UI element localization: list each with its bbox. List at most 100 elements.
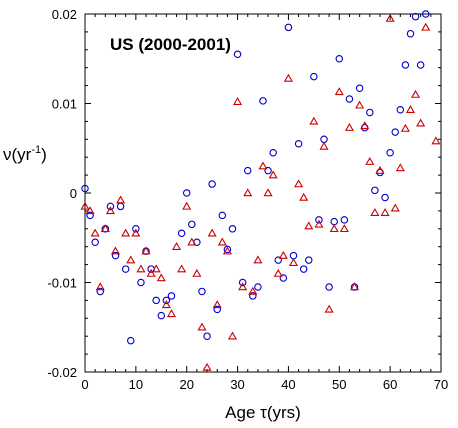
data-point-triangle [227,331,238,340]
data-point-triangle [268,170,278,179]
data-point-triangle [283,73,293,82]
data-point-circle [401,61,410,69]
data-point-circle [411,12,420,21]
data-point-triangle [192,268,202,277]
data-point-circle [299,265,308,273]
data-point-triangle [380,207,390,216]
data-point-triangle [294,179,304,188]
data-point-triangle [202,362,212,371]
data-point-circle [264,166,272,175]
data-point-triangle [187,237,197,246]
data-point-circle [223,245,232,254]
data-point-triangle [243,188,253,197]
data-point-circle [243,166,252,175]
data-point-circle [167,292,176,300]
data-point-triangle [273,268,283,277]
data-point-triangle [319,141,329,150]
data-point-circle [355,84,364,93]
y-axis-label-exponent: -1 [31,144,41,156]
data-point-triangle [329,224,339,233]
data-point-circle [259,97,267,105]
data-point-triangle [288,258,299,267]
data-point-circle [421,10,430,18]
data-point-circle [279,274,288,282]
data-point-circle [416,61,425,69]
data-point-triangle [126,255,136,264]
plot-frame [84,13,442,373]
data-point-triangle [136,264,146,273]
data-point-triangle [278,250,288,259]
data-point-triangle [253,255,263,264]
data-point-circle [274,256,283,264]
data-point-circle [310,72,318,81]
data-point-triangle [370,207,380,216]
data-point-circle [228,225,237,233]
y-tick-label: 0 [70,186,77,201]
data-point-triangle [146,268,156,277]
x-axis-label: Age τ(yrs) [225,403,301,422]
data-point-circle [96,287,105,296]
data-point-triangle [416,118,426,127]
data-point-triangle [395,163,405,172]
data-point-triangle [258,161,268,170]
data-point-circle [132,225,140,233]
data-point-triangle [121,228,131,237]
data-point-triangle [299,192,309,201]
y-axis-label-close: ) [41,145,47,164]
y-tick-label: -0.01 [47,276,77,291]
data-point-circle [213,305,221,314]
data-point-circle [396,106,405,114]
data-point-circle [127,336,135,345]
data-point-triangle [166,309,177,318]
data-point-triangle [116,195,126,204]
data-point-triangle [233,97,243,105]
y-axis-label-main: ν(yr [3,145,32,164]
data-point-triangle [314,219,324,228]
data-point-circle [330,217,338,226]
data-point-triangle [248,286,258,295]
x-tick-label: 0 [81,377,88,392]
x-tick-label: 30 [230,377,244,392]
data-point-triangle [400,123,410,132]
y-axis-label: ν(yr-1) [3,144,47,164]
data-point-triangle [238,282,248,291]
data-point-circle [162,296,171,305]
data-point-triangle [105,206,115,215]
data-point-triangle [360,121,370,130]
data-point-triangle [385,13,395,22]
data-point-circle [386,148,394,157]
data-point-triangle [207,228,217,237]
y-tick-label: 0.02 [52,7,77,22]
data-markers [80,10,441,371]
tick-labels: 0 10 20 30 40 50 60 70 0.02 0.01 0 -0.01 -0.02 [47,7,448,392]
data-point-circle [233,50,242,59]
data-point-circle [289,251,298,260]
data-point-circle [391,128,399,136]
data-point-triangle [390,203,400,212]
data-point-circle [177,229,186,238]
data-point-circle [381,193,389,202]
data-point-circle [238,278,247,287]
data-point-circle [406,29,415,38]
data-point-triangle [355,100,365,109]
data-point-circle [340,216,349,224]
data-point-triangle [177,264,187,273]
data-point-triangle [365,156,375,165]
x-tick-label: 70 [434,377,448,392]
data-point-circle [325,283,333,291]
data-point-circle [315,216,323,224]
data-point-circle [249,292,257,300]
data-point-triangle [131,228,141,237]
data-point-triangle [222,246,232,255]
data-point-triangle [309,116,319,125]
data-point-triangle [349,282,360,291]
data-point-circle [116,202,125,211]
data-point-circle [157,311,166,320]
x-tick-label: 20 [179,377,193,392]
data-point-circle [366,108,374,117]
x-tick-label: 40 [281,377,295,392]
data-point-triangle [110,246,121,255]
data-point-circle [121,265,130,273]
y-tick-label: -0.02 [47,365,77,380]
